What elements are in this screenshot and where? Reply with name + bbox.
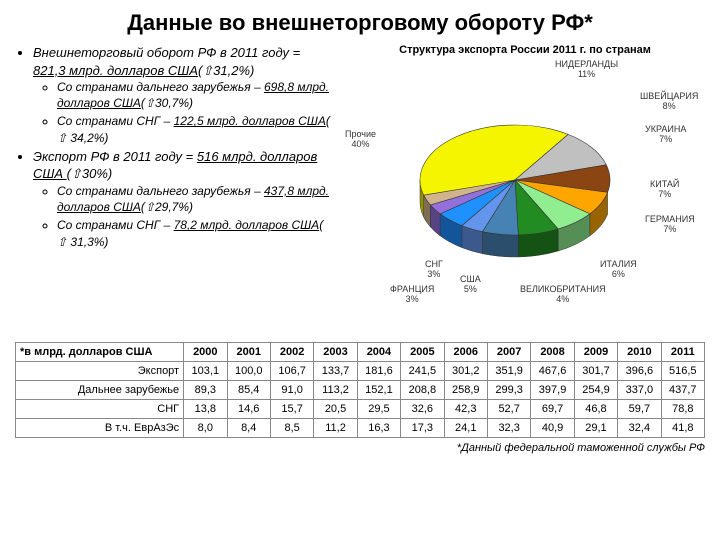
footnote: *Данный федеральной таможенной службы РФ xyxy=(15,442,705,454)
top-section: Внешнеторговый оборот РФ в 2011 году = 8… xyxy=(15,44,705,334)
bullet-2a: Со странами дальнего зарубежья – 437,8 м… xyxy=(57,183,335,215)
table-row: Дальнее зарубежье89,385,491,0113,2152,12… xyxy=(16,381,705,400)
pie-label: НИДЕРЛАНДЫ11% xyxy=(555,60,618,80)
pie-label: ВЕЛИКОБРИТАНИЯ4% xyxy=(520,285,606,305)
table-row: Экспорт103,1100,0106,7133,7181,6241,5301… xyxy=(16,362,705,381)
page-title: Данные во внешнеторговому обороту РФ* xyxy=(15,10,705,36)
pie-label: ШВЕЙЦАРИЯ8% xyxy=(640,92,698,112)
bullet-1a: Со странами дальнего зарубежья – 698,8 м… xyxy=(57,79,335,111)
pie-label: ГЕРМАНИЯ7% xyxy=(645,215,695,235)
bullet-2: Экспорт РФ в 2011 году = 516 млрд. долла… xyxy=(33,148,335,250)
data-table: *в млрд. долларов США2000200120022003200… xyxy=(15,342,705,438)
pie-label: ИТАЛИЯ6% xyxy=(600,260,637,280)
pie-chart: Структура экспорта России 2011 г. по стр… xyxy=(345,44,705,334)
table-header-row: *в млрд. долларов США2000200120022003200… xyxy=(16,343,705,362)
table-row: В т.ч. ЕврАзЭс8,08,48,511,216,317,324,13… xyxy=(16,419,705,438)
bullet-1: Внешнеторговый оборот РФ в 2011 году = 8… xyxy=(33,44,335,146)
pie-label: УКРАИНА7% xyxy=(645,125,686,145)
chart-title: Структура экспорта России 2011 г. по стр… xyxy=(345,44,705,56)
pie-label: СНГ3% xyxy=(425,260,443,280)
pie-label: ФРАНЦИЯ3% xyxy=(390,285,434,305)
bullet-1b: Со странами СНГ – 122,5 млрд. долларов С… xyxy=(57,113,335,145)
pie-label: КИТАЙ7% xyxy=(650,180,679,200)
bullet-list: Внешнеторговый оборот РФ в 2011 году = 8… xyxy=(15,44,335,334)
table-row: СНГ13,814,615,720,529,532,642,352,769,74… xyxy=(16,400,705,419)
pie-label: США5% xyxy=(460,275,481,295)
pie-label: Прочие40% xyxy=(345,130,376,150)
bullet-2b: Со странами СНГ – 78,2 млрд. долларов СШ… xyxy=(57,217,335,249)
